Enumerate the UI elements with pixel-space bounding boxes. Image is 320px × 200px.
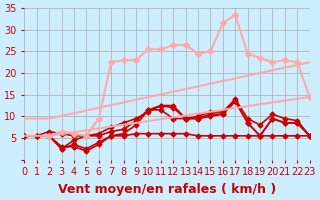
X-axis label: Vent moyen/en rafales ( km/h ): Vent moyen/en rafales ( km/h ) [58, 183, 276, 196]
